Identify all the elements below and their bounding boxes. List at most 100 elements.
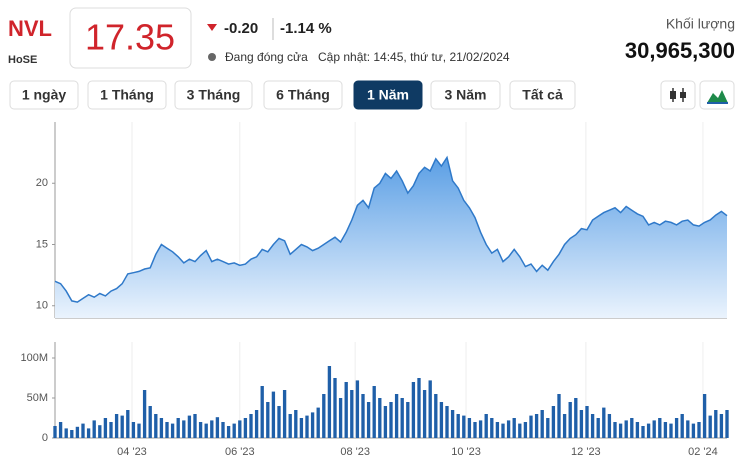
status-dot: [208, 53, 216, 61]
volume-bar: [680, 414, 684, 438]
volume-bar: [630, 418, 634, 438]
volume-bar: [288, 414, 292, 438]
volume-bar: [327, 366, 332, 438]
x-tick-label: 06 '23: [225, 446, 255, 458]
volume-bar: [165, 422, 169, 438]
volume-bar: [702, 394, 707, 438]
volume: 30,965,300: [625, 38, 735, 63]
y-tick-label: 15: [36, 238, 48, 250]
volume-bar: [462, 415, 466, 438]
range-button[interactable]: [9, 80, 79, 110]
volume-bar: [182, 420, 186, 438]
volume-bar: [148, 406, 152, 438]
volume-bar: [361, 394, 365, 438]
volume-bar: [434, 394, 438, 438]
volume-bar: [70, 430, 74, 438]
candle-button[interactable]: [660, 80, 696, 110]
range-label[interactable]: Tất cả: [522, 87, 563, 103]
volume-bar: [92, 420, 96, 438]
volume-bar: [568, 402, 572, 438]
range-button[interactable]: [87, 80, 167, 110]
volume-bar: [456, 414, 460, 438]
volume-bar: [170, 423, 175, 438]
range-label[interactable]: 1 ngày: [22, 87, 67, 103]
volume-bar: [518, 423, 522, 438]
range-button[interactable]: [509, 80, 576, 110]
volume-bar: [512, 418, 516, 438]
range-button[interactable]: [353, 80, 423, 110]
volume-bar: [86, 428, 91, 438]
volume-bar: [450, 410, 455, 438]
volume-bar: [417, 378, 421, 438]
range-button[interactable]: [263, 80, 343, 110]
volume-bar: [232, 423, 236, 438]
volume-bar: [445, 406, 449, 438]
volume-bar: [490, 418, 494, 438]
volume-bar: [305, 415, 309, 438]
range-button[interactable]: [174, 80, 253, 110]
volume-bar: [540, 410, 544, 438]
exchange: HoSE: [8, 54, 37, 66]
volume-bar: [249, 414, 253, 438]
volume-bar: [557, 394, 561, 438]
volume-bar: [372, 386, 376, 438]
volume-bar: [176, 418, 180, 438]
volume-bar: [193, 414, 197, 438]
range-label[interactable]: 1 Năm: [367, 87, 409, 103]
volume-bar: [254, 410, 259, 438]
volume-bar: [725, 410, 729, 438]
x-tick-label: 02 '24: [688, 446, 718, 458]
volume-bar: [674, 418, 679, 438]
y-tick-label: 50M: [27, 392, 48, 404]
volume-bar: [266, 402, 270, 438]
area-icon: [707, 90, 728, 103]
candle-icon-body: [680, 92, 686, 98]
volume-bar: [686, 420, 690, 438]
volume-bar: [322, 394, 326, 438]
volume-bar: [579, 410, 584, 438]
range-label[interactable]: 1 Tháng: [100, 87, 154, 103]
symbol: NVL: [8, 16, 52, 41]
volume-bar: [602, 407, 606, 438]
volume-bar: [310, 412, 315, 438]
volume-bar: [646, 423, 651, 438]
volume-bar: [467, 418, 472, 438]
volume-bar: [137, 423, 141, 438]
volume-bar: [64, 428, 68, 438]
volume-bar: [439, 402, 444, 438]
x-tick-label: 08 '23: [340, 446, 370, 458]
range-button[interactable]: [430, 80, 501, 110]
volume-bar: [428, 380, 432, 438]
range-label[interactable]: 6 Tháng: [276, 87, 330, 103]
volume-bar: [585, 406, 589, 438]
y-tick-label: 20: [36, 177, 48, 189]
range-label[interactable]: 3 Tháng: [187, 87, 241, 103]
volume-bar: [53, 426, 57, 438]
volume-bar: [226, 426, 231, 438]
volume-bar: [495, 422, 500, 438]
volume-bar: [221, 422, 225, 438]
status: Đang đóng cửa: [225, 50, 308, 64]
volume-bar: [422, 390, 427, 438]
volume-bar: [260, 386, 264, 438]
range-label[interactable]: 3 Năm: [444, 87, 486, 103]
volume-bar: [204, 423, 208, 438]
y-tick-label: 0: [42, 432, 48, 444]
volume-bar: [691, 423, 696, 438]
volume-bar: [546, 418, 550, 438]
volume-bar: [58, 422, 63, 438]
volume-bar: [529, 415, 533, 438]
area-button[interactable]: [699, 80, 735, 110]
volume-bar: [383, 406, 388, 438]
volume-bar: [400, 398, 404, 438]
volume-bar: [109, 422, 113, 438]
price: 17.35: [85, 17, 175, 58]
x-tick-label: 04 '23: [117, 446, 147, 458]
volume-bar: [562, 414, 567, 438]
price-line: [54, 155, 728, 303]
volume-bar: [378, 398, 382, 438]
volume-bar: [478, 420, 483, 438]
volume-bar: [635, 422, 640, 438]
